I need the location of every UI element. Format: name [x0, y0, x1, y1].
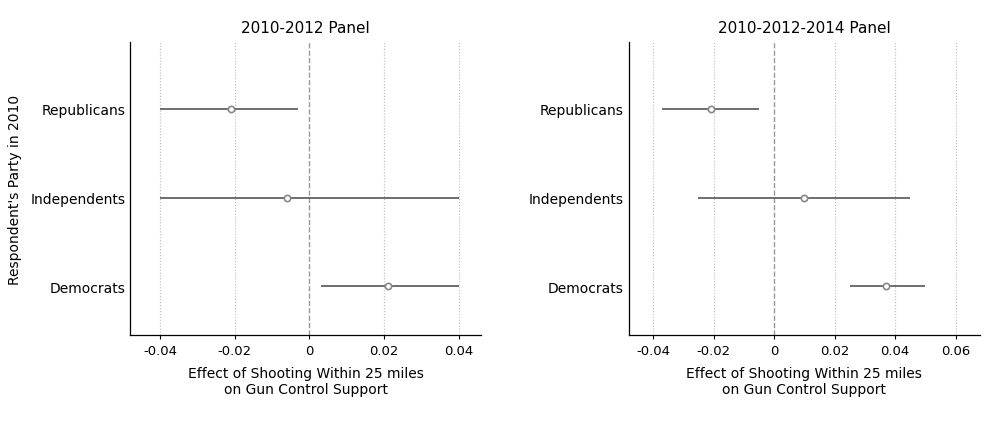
Title: 2010-2012-2014 Panel: 2010-2012-2014 Panel: [718, 22, 891, 36]
Y-axis label: Respondent's Party in 2010: Respondent's Party in 2010: [8, 94, 22, 284]
X-axis label: Effect of Shooting Within 25 miles
on Gun Control Support: Effect of Shooting Within 25 miles on Gu…: [188, 366, 424, 396]
X-axis label: Effect of Shooting Within 25 miles
on Gun Control Support: Effect of Shooting Within 25 miles on Gu…: [686, 366, 922, 396]
Title: 2010-2012 Panel: 2010-2012 Panel: [241, 22, 370, 36]
